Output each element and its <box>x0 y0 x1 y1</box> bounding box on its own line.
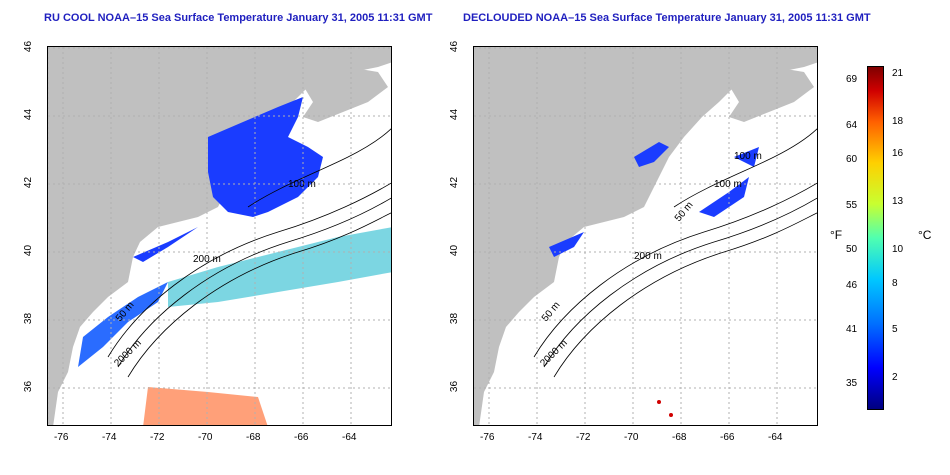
fahrenheit-tick: 46 <box>846 280 858 291</box>
y-tick-label: 44 <box>23 108 35 121</box>
y-tick-label: 36 <box>449 380 461 393</box>
cold-water-coast <box>133 227 198 262</box>
fahrenheit-label: °F <box>830 228 843 242</box>
cold-water-gom <box>208 97 323 217</box>
contour-label-200m: 200 m <box>193 254 221 265</box>
x-tick-label: -72 <box>576 432 591 443</box>
contour-label-100m-a: 100 m <box>734 151 762 162</box>
x-tick-label: -66 <box>720 432 735 443</box>
cold-water-patch-2 <box>699 177 749 217</box>
warm-pixel <box>657 400 661 404</box>
x-tick-label: -70 <box>198 432 213 443</box>
fahrenheit-tick: 69 <box>846 74 858 85</box>
x-tick-label: -76 <box>54 432 69 443</box>
left-panel-title: RU COOL NOAA–15 Sea Surface Temperature … <box>44 12 433 24</box>
y-tick-label: 46 <box>23 40 35 53</box>
celsius-tick: 8 <box>892 278 898 289</box>
left-map-panel: 200 m 100 m 50 m 2000 m <box>47 46 392 426</box>
x-tick-label: -68 <box>672 432 687 443</box>
right-map-svg: 100 m 100 m 200 m 50 m 50 m 2000 m <box>474 47 817 425</box>
celsius-tick: 13 <box>892 196 904 207</box>
celsius-tick: 21 <box>892 68 904 79</box>
x-tick-label: -76 <box>480 432 495 443</box>
warm-water-slope <box>168 227 391 307</box>
fahrenheit-tick: 35 <box>846 378 858 389</box>
right-map-panel: 100 m 100 m 200 m 50 m 50 m 2000 m <box>473 46 818 426</box>
cold-water-patch-1 <box>634 142 669 167</box>
warm-pixel <box>669 413 673 417</box>
cold-water-patch-4 <box>549 232 584 257</box>
y-tick-label: 40 <box>23 244 35 257</box>
bathymetry-contours <box>533 128 817 378</box>
contour-label-100m: 100 m <box>288 179 316 190</box>
contour-label-50m-b: 50 m <box>673 200 696 224</box>
x-tick-label: -74 <box>102 432 117 443</box>
celsius-tick: 16 <box>892 148 904 159</box>
warm-water-south <box>143 387 268 425</box>
nova-scotia-land <box>724 67 814 122</box>
y-tick-label: 42 <box>23 176 35 189</box>
x-tick-label: -66 <box>294 432 309 443</box>
fahrenheit-tick: 41 <box>846 324 858 335</box>
y-tick-label: 44 <box>449 108 461 121</box>
fahrenheit-tick: 50 <box>846 244 858 255</box>
fahrenheit-tick: 64 <box>846 120 858 131</box>
x-tick-label: -72 <box>150 432 165 443</box>
land-mass <box>48 47 391 425</box>
x-tick-label: -74 <box>528 432 543 443</box>
y-tick-label: 42 <box>449 176 461 189</box>
contour-label-100m-b: 100 m <box>714 179 742 190</box>
y-tick-label: 46 <box>449 40 461 53</box>
contour-label-200m: 200 m <box>634 251 662 262</box>
celsius-tick: 10 <box>892 244 904 255</box>
y-tick-label: 40 <box>449 244 461 257</box>
right-panel-title: DECLOUDED NOAA–15 Sea Surface Temperatur… <box>463 12 871 24</box>
y-tick-label: 38 <box>449 312 461 325</box>
celsius-label: °C <box>918 228 932 242</box>
nova-scotia-land <box>298 67 388 122</box>
bathymetry-contours <box>107 128 391 378</box>
temperature-colorbar <box>867 66 884 410</box>
land-mass <box>474 47 817 425</box>
y-tick-label: 36 <box>23 380 35 393</box>
x-tick-label: -70 <box>624 432 639 443</box>
celsius-tick: 18 <box>892 116 904 127</box>
y-tick-label: 38 <box>23 312 35 325</box>
x-tick-label: -64 <box>342 432 357 443</box>
x-tick-label: -68 <box>246 432 261 443</box>
fahrenheit-tick: 55 <box>846 200 858 211</box>
x-tick-label: -64 <box>768 432 783 443</box>
left-map-svg: 200 m 100 m 50 m 2000 m <box>48 47 391 425</box>
celsius-tick: 2 <box>892 372 898 383</box>
fahrenheit-tick: 60 <box>846 154 858 165</box>
celsius-tick: 5 <box>892 324 898 335</box>
cold-water-shelf <box>78 282 168 367</box>
cold-water-patch-3 <box>734 147 759 167</box>
